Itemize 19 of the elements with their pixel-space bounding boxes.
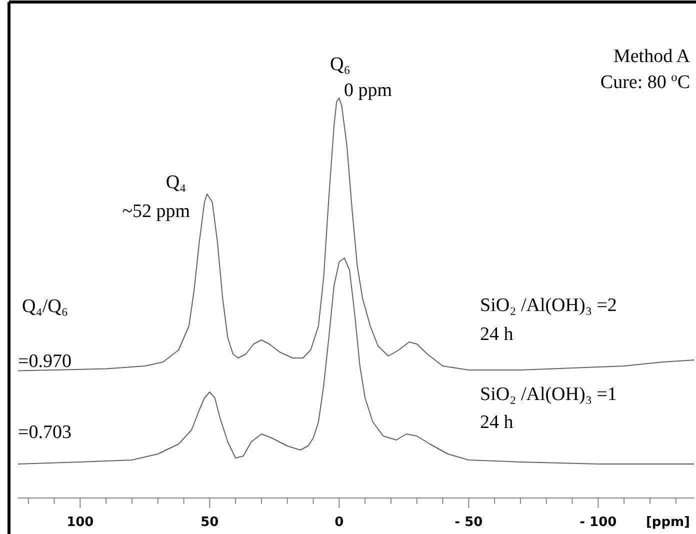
x-tick-label: 0 bbox=[334, 515, 344, 530]
text: Q₆ bbox=[330, 54, 350, 75]
x-axis-title: [ppm] bbox=[646, 515, 690, 530]
annotation: SiO₂ /Al(OH)₃ =1 bbox=[480, 384, 617, 405]
x-tick-label: - 50 bbox=[454, 515, 483, 530]
annotation: 24 h bbox=[480, 412, 514, 433]
annotation: =0.970 bbox=[18, 351, 72, 372]
text: Method A bbox=[613, 46, 690, 67]
annotation: SiO₂ /Al(OH)₃ =2 bbox=[480, 295, 617, 316]
annotation: Q₄ bbox=[166, 172, 186, 193]
annotation: 0 ppm bbox=[344, 80, 392, 101]
x-tick-label: 50 bbox=[200, 515, 219, 530]
annotation: Q₄/Q₆ bbox=[22, 296, 68, 317]
x-tick-label: 100 bbox=[66, 515, 94, 530]
annotation: 24 h bbox=[480, 324, 514, 345]
annotation: =0.703 bbox=[18, 422, 72, 443]
text: Cure: 80 $^{o}$C bbox=[600, 70, 690, 93]
annotation: ~52 ppm bbox=[122, 201, 190, 222]
x-tick-label: - 100 bbox=[580, 515, 617, 530]
